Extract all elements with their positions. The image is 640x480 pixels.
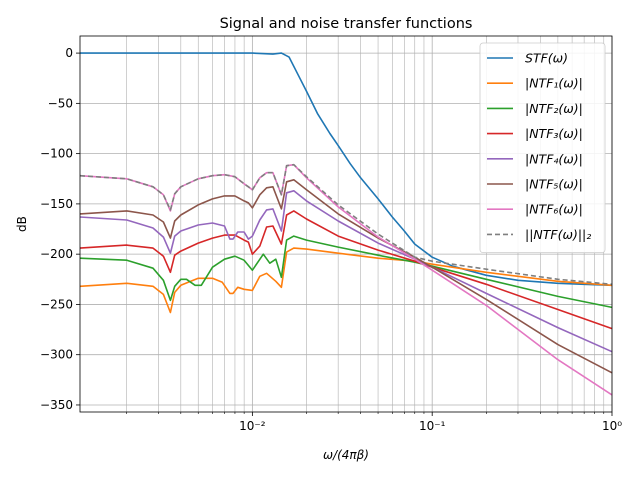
series-line-4 xyxy=(79,210,613,330)
series-line-3 xyxy=(79,235,613,309)
y-tick-label: −100 xyxy=(40,147,73,161)
legend-entry-label: |NTF₁(ω)| xyxy=(525,76,583,91)
legend-entry-label: |NTF₂(ω)| xyxy=(525,101,583,116)
y-tick-label: −250 xyxy=(40,297,73,311)
axis-ticks: 10⁻² 10⁻¹ 10⁰ 0 −50 −100 −150 −200 −250 −300 −350 xyxy=(40,46,622,433)
chart-title: Signal and noise transfer functions xyxy=(220,16,473,32)
y-tick-label: −300 xyxy=(40,348,73,362)
series-line-2 xyxy=(79,247,613,314)
legend-entry-label: |NTF₃(ω)| xyxy=(525,126,583,141)
x-tick-label: 10⁻² xyxy=(239,419,266,433)
series-line-7 xyxy=(79,163,613,396)
legend-entry-label: |NTF₅(ω)| xyxy=(525,177,583,192)
y-axis-label: dB xyxy=(15,216,29,232)
y-tick-label: −200 xyxy=(40,247,73,261)
legend-entry-label: STF(ω) xyxy=(525,51,568,66)
series-line-1 xyxy=(80,52,613,287)
x-tick-label: 10⁻¹ xyxy=(419,419,446,433)
legend-entry-label: ||NTF(ω)||₂ xyxy=(525,227,591,242)
legend-box xyxy=(479,42,606,254)
x-axis-label: ω/(4πβ) xyxy=(323,448,369,462)
y-tick-label: −50 xyxy=(48,96,73,110)
legend: STF(ω) |NTF₁(ω)| |NTF₂(ω)| |NTF₃(ω)| |NTF₄(ω… xyxy=(479,42,606,254)
series-line-5 xyxy=(79,190,613,353)
series-layer xyxy=(79,52,613,396)
series-line-8 xyxy=(79,163,613,286)
y-tick-label: −150 xyxy=(40,197,73,211)
legend-entry-label: |NTF₄(ω)| xyxy=(525,151,583,166)
x-tick-label: 10⁰ xyxy=(602,419,622,433)
legend-entry-label: |NTF₆(ω)| xyxy=(525,202,583,217)
axes-frame xyxy=(79,35,613,413)
y-tick-label: −350 xyxy=(40,398,73,412)
y-tick-label: 0 xyxy=(65,46,73,60)
